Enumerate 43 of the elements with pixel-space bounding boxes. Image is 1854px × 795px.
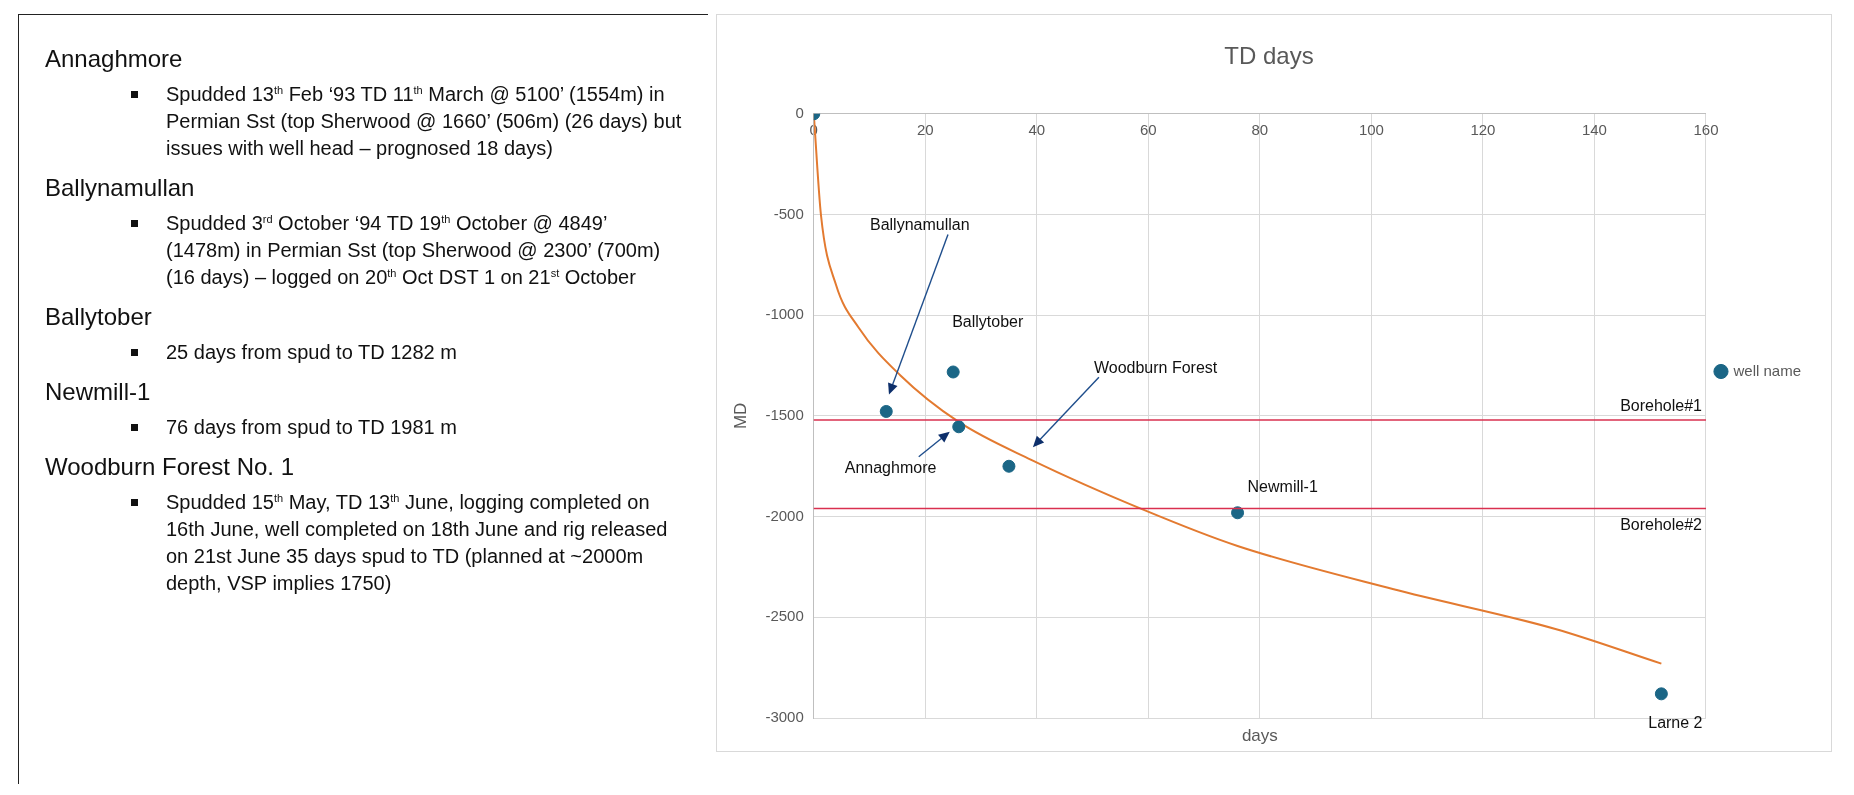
x-axis-title: days	[1241, 726, 1278, 746]
text: 76 days from spud to TD 1981 m	[166, 416, 457, 438]
x-tick-label: 80	[1251, 120, 1269, 138]
legend-label: well name	[1732, 361, 1801, 379]
x-tick-label: 20	[916, 120, 934, 138]
point	[1654, 687, 1668, 701]
y-tick-label: -500	[773, 204, 804, 222]
y-tick-label: -2500	[765, 607, 804, 625]
y-axis-title: MD	[730, 402, 750, 430]
x-tick-label: 60	[1140, 120, 1157, 138]
annotation: Annaghmore	[844, 459, 937, 477]
y-tick-label: -3000	[765, 708, 804, 726]
point	[1002, 459, 1016, 473]
x-tick-label: 120	[1470, 120, 1496, 138]
y-tick-label: 0	[795, 103, 804, 121]
x-tick-label: 140	[1581, 120, 1607, 138]
annotation: Newmill-1	[1247, 478, 1318, 496]
annotation: Ballytober	[952, 313, 1024, 331]
text: Ballytober	[45, 303, 153, 331]
y-tick-label: -2000	[765, 506, 804, 524]
x-tick-label: 100	[1358, 120, 1384, 138]
text: Woodburn Forest No. 1	[45, 453, 295, 481]
text: Newmill-1	[45, 378, 152, 406]
point	[946, 365, 960, 379]
text: Ballynamullan	[45, 174, 196, 202]
y-tick-label: -1500	[765, 406, 804, 424]
text: Spudded 3$^{rd}$ October ‘94 TD 19$^{th}$ October @ 4849’ (1478m) in Permian Sst (top Sherwood @ 2300’ (700m) (16 days) – logged on 20$^{th}$ Oct DST 1 on 21$^{st}$ October	[166, 212, 661, 288]
chart-title: TD days	[1224, 42, 1314, 70]
x-tick-label: 160	[1693, 120, 1719, 138]
point	[879, 404, 893, 418]
text: Annaghmore	[45, 45, 184, 73]
ref-line-label: Borehole#1	[1620, 397, 1703, 415]
ref-line-label: Borehole#2	[1620, 515, 1703, 533]
annotation: Ballynamullan	[869, 215, 970, 233]
x-tick-label: 40	[1028, 120, 1046, 138]
text: Spudded 15$^{th}$ May, TD 13$^{th}$ June, logging completed on 16th June, well completed on 18th June and rig released on 21st June 35 days spud to TD (planned at ~2000m depth, VSP implies 1750)	[166, 491, 668, 594]
annotation: Woodburn Forest	[1093, 358, 1218, 376]
point	[952, 420, 966, 434]
text: Spudded 13$^{th}$ Feb ‘93 TD 11$^{th}$ March @ 5100’ (1554m) in Permian Sst (top Sherwood @ 1660’ (506m) (26 days) but issues with well head – prognosed 18 days)	[166, 83, 682, 159]
text: 25 days from spud to TD 1282 m	[166, 341, 457, 363]
annotation: Larne 2	[1648, 714, 1703, 732]
point	[1231, 506, 1245, 520]
y-tick-label: -1000	[765, 305, 804, 323]
